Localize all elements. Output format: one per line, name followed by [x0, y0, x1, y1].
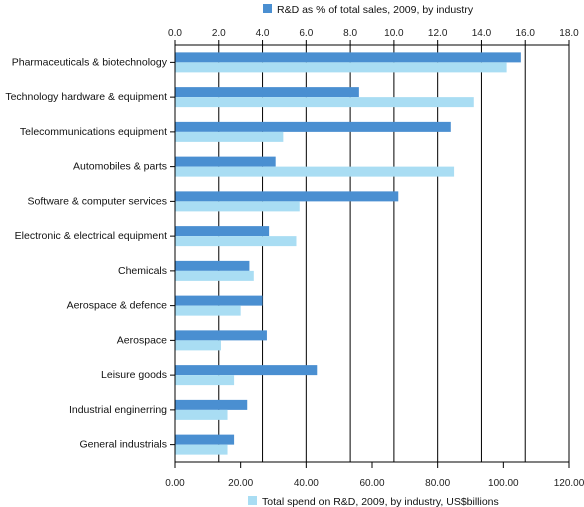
legend-top-label: R&D as % of total sales, 2009, by indust…	[277, 4, 474, 16]
bar-total-rd-spend	[175, 201, 300, 212]
top-tick-label: 16.0	[515, 28, 535, 39]
bar-total-rd-spend	[175, 444, 228, 455]
bar-rd-percent-sales	[175, 226, 270, 237]
bar-total-rd-spend	[175, 305, 241, 316]
bar-total-rd-spend	[175, 97, 474, 108]
bar-rd-percent-sales	[175, 365, 318, 376]
top-tick-label: 10.0	[384, 28, 404, 39]
category-label: Software & computer services	[28, 195, 167, 207]
category-label: Aerospace & defence	[67, 300, 168, 312]
legend-bottom-label: Total spend on R&D, 2009, by industry, U…	[262, 496, 499, 507]
bottom-tick-label: 100.00	[488, 478, 519, 489]
gridlines	[174, 40, 570, 462]
category-labels: Pharmaceuticals & biotechnology Technolog…	[5, 56, 167, 450]
bar-rd-percent-sales	[175, 87, 359, 98]
bar-total-rd-spend	[175, 236, 297, 247]
bottom-axis-ticks: 0.00 20.00 40.00 60.00 80.00 100.00 120.00	[165, 478, 584, 489]
bottom-tick-label: 0.00	[165, 478, 185, 489]
top-tick-label: 6.0	[299, 28, 313, 39]
top-tick-label: 2.0	[212, 28, 226, 39]
bar-rd-percent-sales	[175, 121, 451, 132]
category-label: Electronic & electrical equipment	[15, 230, 167, 242]
top-tick-label: 18.0	[559, 28, 579, 39]
bar-total-rd-spend	[175, 166, 455, 177]
bars	[175, 52, 521, 455]
bar-total-rd-spend	[175, 375, 235, 386]
top-tick-label: 8.0	[343, 28, 357, 39]
bar-rd-percent-sales	[175, 330, 267, 341]
category-label: Technology hardware & equipment	[5, 91, 167, 103]
bar-rd-percent-sales	[175, 260, 250, 271]
category-label: Leisure goods	[101, 369, 167, 381]
category-label: Automobiles & parts	[73, 161, 167, 173]
category-label: Telecommunications equipment	[20, 126, 167, 138]
legend-top-swatch	[263, 4, 272, 13]
bar-total-rd-spend	[175, 270, 254, 281]
top-axis-ticks: 0.0 2.0 4.0 6.0 8.0 10.0 12.0 14.0 16.0 18.0	[168, 28, 579, 39]
bottom-tick-label: 60.00	[359, 478, 384, 489]
legend-bottom: Total spend on R&D, 2009, by industry, U…	[248, 496, 499, 507]
bar-rd-percent-sales	[175, 191, 399, 202]
bar-total-rd-spend	[175, 409, 228, 420]
category-label: Pharmaceuticals & biotechnology	[12, 56, 168, 68]
axes	[170, 44, 570, 468]
category-label: Industrial enginerring	[69, 404, 167, 416]
bar-rd-percent-sales	[175, 399, 248, 410]
bottom-tick-label: 80.00	[425, 478, 450, 489]
top-tick-label: 14.0	[472, 28, 492, 39]
bottom-tick-label: 120.00	[554, 478, 584, 489]
top-tick-label: 4.0	[256, 28, 270, 39]
top-tick-label: 0.0	[168, 28, 182, 39]
bar-total-rd-spend	[175, 340, 221, 351]
bottom-tick-label: 20.00	[228, 478, 253, 489]
legend-bottom-swatch	[248, 496, 257, 505]
category-label: Chemicals	[118, 265, 167, 277]
top-tick-label: 12.0	[428, 28, 448, 39]
category-label: Aerospace	[117, 334, 167, 346]
bar-rd-percent-sales	[175, 156, 276, 167]
category-label: General industrials	[79, 439, 167, 451]
bottom-tick-label: 40.00	[294, 478, 319, 489]
legend-top: R&D as % of total sales, 2009, by indust…	[263, 4, 474, 16]
bar-rd-percent-sales	[175, 52, 521, 63]
bar-total-rd-spend	[175, 131, 284, 142]
bar-rd-percent-sales	[175, 434, 235, 445]
bar-total-rd-spend	[175, 62, 507, 73]
bar-rd-percent-sales	[175, 295, 263, 306]
